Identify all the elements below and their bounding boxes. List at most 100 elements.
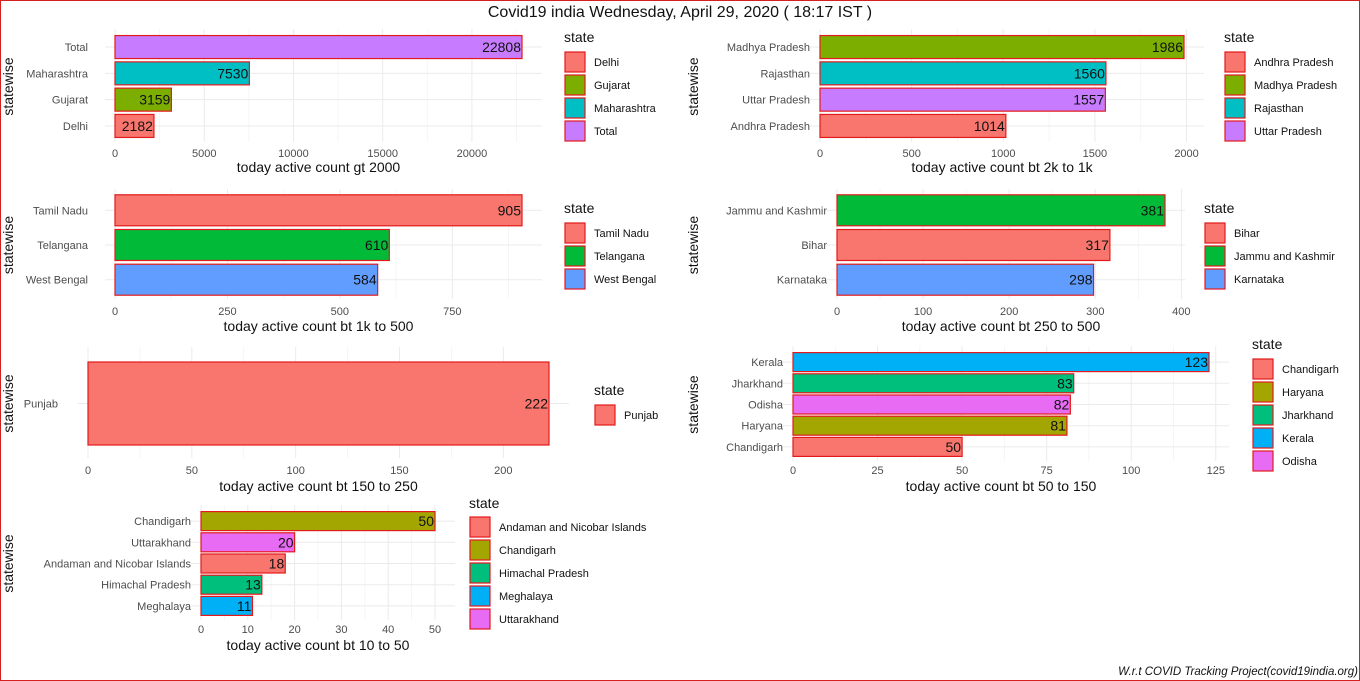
y-axis-label: statewise [0,534,16,593]
x-tick-label: 0 [112,306,118,318]
legend-swatch-andhra-pradesh [1224,51,1246,73]
x-tick-label: 0 [112,148,118,160]
legend-label-karnataka: Karnataka [1234,274,1285,286]
category-label-jharkhand: Jharkhand [732,378,783,390]
legend-title: state [469,495,500,511]
legend-swatch-uttar-pradesh [1224,120,1246,142]
category-label-tamil-nadu: Tamil Nadu [33,205,88,217]
bar-uttarakhand [200,532,296,553]
data-label-chandigarh: 50 [946,439,962,455]
data-label-himachal-pradesh: 13 [245,577,261,593]
data-label-meghalaya: 11 [237,598,252,614]
bar-madhya-pradesh [819,34,1185,60]
legend-title: state [1204,200,1235,216]
category-label-delhi: Delhi [63,121,88,133]
category-label-himachal-pradesh: Himachal Pradesh [101,580,191,592]
legend-swatch-tamil-nadu [564,222,586,244]
category-label-west-bengal: West Bengal [26,275,88,287]
data-label-maharashtra: 7530 [217,65,248,81]
x-tick-label: 20 [288,624,300,636]
x-tick-label: 750 [443,306,461,318]
category-label-andaman-and-nicobar-islands: Andaman and Nicobar Islands [44,559,192,571]
legend-label-maharashtra: Maharashtra [594,103,657,115]
bar-delhi [114,113,155,139]
bar-telangana [114,228,390,262]
legend-swatch-rajasthan [1224,97,1246,119]
legend: state Andhra Pradesh Madhya Pradesh Rajasth… [1224,29,1337,142]
legend-label-madhya-pradesh: Madhya Pradesh [1254,80,1337,92]
legend-label-andaman-and-nicobar-islands: Andaman and Nicobar Islands [499,522,647,534]
bar-rajasthan [819,61,1107,86]
legend-label-himachal-pradesh: Himachal Pradesh [499,568,589,580]
legend-swatch-delhi [564,51,586,73]
legend-swatch-total [564,120,586,142]
x-tick-label: 200 [494,465,512,477]
legend-label-jammu-and-kashmir: Jammu and Kashmir [1234,251,1335,263]
data-label-kerala: 123 [1185,354,1209,370]
legend-swatch-west-bengal [564,268,586,290]
legend-swatch-chandigarh [1252,358,1274,380]
chart-150-to-250: 222 Punjab 0 50 100 150 200 today active count … [0,347,658,494]
legend-swatch-chandigarh [469,539,491,561]
data-label-chandigarh: 50 [418,513,434,529]
category-label-maharashtra: Maharashtra [26,68,89,80]
category-label-uttar-pradesh: Uttar Pradesh [742,95,810,107]
legend-label-total: Total [594,126,617,138]
chart-2k-to-1k: 1986 Madhya Pradesh 1560 Rajasthan 1557 Uttar… [685,29,1337,175]
data-label-bihar: 317 [1086,237,1110,253]
x-axis-label: today active count bt 2k to 1k [911,159,1093,175]
bar-punjab [87,361,550,446]
legend-swatch-andaman-and-nicobar-islands [469,516,491,538]
x-tick-label: 300 [1086,306,1104,318]
legend-swatch-himachal-pradesh [469,562,491,584]
data-label-delhi: 2182 [122,118,153,134]
category-label-telangana: Telangana [37,240,89,252]
bar-maharashtra [114,61,250,86]
legend-label-chandigarh: Chandigarh [499,545,556,557]
x-tick-label: 10 [242,624,254,636]
data-label-total: 22808 [482,39,521,55]
x-tick-label: 250 [218,306,236,318]
data-label-jammu-and-kashmir: 381 [1141,202,1165,218]
x-tick-label: 0 [834,306,840,318]
x-tick-label: 2000 [1174,148,1198,160]
x-axis-label: today active count bt 10 to 50 [227,637,410,653]
x-tick-label: 75 [1041,465,1053,477]
legend: state Bihar Jammu and Kashmir Karnataka [1204,200,1335,290]
y-axis-label: statewise [685,57,701,116]
data-label-haryana: 81 [1050,418,1066,434]
legend-swatch-jharkhand [1252,404,1274,426]
chart-gt-2000: 22808 Total 7530 Maharashtra 3159 Gujarat 2182… [0,29,657,175]
legend: state Delhi Gujarat Maharashtra Total [564,29,657,142]
x-tick-label: 1500 [1083,148,1107,160]
x-tick-label: 5000 [192,148,216,160]
chart-10-to-50: 50 Chandigarh 20 Uttarakhand 18 Andaman and N… [0,495,647,653]
legend-label-bihar: Bihar [1234,228,1260,240]
category-label-meghalaya: Meghalaya [137,601,192,613]
x-axis-label: today active count bt 50 to 150 [906,478,1097,494]
bar-haryana [792,415,1068,436]
legend: state Tamil Nadu Telangana West Bengal [564,200,656,290]
legend-swatch-karnataka [1204,268,1226,290]
x-axis-label: today active count gt 2000 [237,159,401,175]
x-axis-label: today active count bt 1k to 500 [224,318,414,334]
legend-swatch-uttarakhand [469,608,491,630]
category-label-uttarakhand: Uttarakhand [131,537,191,549]
x-tick-label: 500 [902,148,920,160]
x-tick-label: 125 [1207,465,1225,477]
legend: state Chandigarh Haryana Jharkhand Kerala Odi… [1252,336,1339,472]
x-tick-label: 25 [871,465,883,477]
data-label-madhya-pradesh: 1986 [1152,39,1183,55]
legend-swatch-meghalaya [469,585,491,607]
category-label-kerala: Kerala [751,357,784,369]
category-label-chandigarh: Chandigarh [726,442,783,454]
bar-tamil-nadu [114,194,523,227]
x-tick-label: 30 [335,624,347,636]
category-label-madhya-pradesh: Madhya Pradesh [727,42,810,54]
category-label-bihar: Bihar [801,240,827,252]
legend-swatch-madhya-pradesh [1224,74,1246,96]
legend-label-chandigarh: Chandigarh [1282,364,1339,376]
bar-total [114,34,523,60]
x-tick-label: 0 [817,148,823,160]
x-tick-label: 1000 [991,148,1015,160]
